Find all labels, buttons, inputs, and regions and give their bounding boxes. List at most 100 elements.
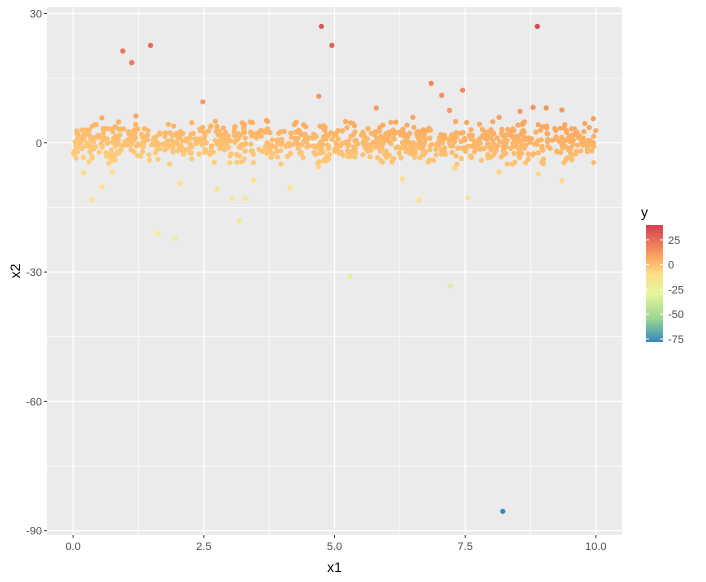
data-point xyxy=(581,129,587,135)
data-point xyxy=(187,141,194,147)
data-point xyxy=(452,134,458,140)
data-point xyxy=(503,150,509,156)
data-point xyxy=(435,140,441,146)
data-point xyxy=(150,138,156,144)
data-point xyxy=(477,140,483,146)
data-point xyxy=(292,129,298,135)
data-point xyxy=(219,136,225,142)
data-point xyxy=(532,141,538,147)
data-point xyxy=(278,161,284,167)
data-point xyxy=(78,140,84,146)
data-point xyxy=(379,138,385,144)
y-tick-label: -90 xyxy=(26,526,42,538)
data-point xyxy=(234,131,240,137)
data-point xyxy=(220,125,226,131)
data-point xyxy=(449,149,455,155)
data-point xyxy=(287,185,293,191)
data-point xyxy=(517,146,524,152)
data-point xyxy=(332,131,338,137)
data-point xyxy=(112,152,118,158)
data-point xyxy=(393,145,399,151)
data-point xyxy=(448,134,454,140)
data-point xyxy=(441,132,447,138)
data-point xyxy=(533,129,539,135)
data-point xyxy=(511,150,517,156)
data-point xyxy=(172,235,178,242)
data-point xyxy=(157,130,163,136)
data-point xyxy=(388,141,394,147)
data-point xyxy=(230,195,236,201)
data-point xyxy=(489,129,495,135)
data-point xyxy=(428,80,434,86)
data-point xyxy=(375,154,381,161)
data-points xyxy=(70,23,599,514)
data-point xyxy=(407,130,413,136)
data-point xyxy=(155,145,161,151)
data-point xyxy=(452,118,459,125)
data-point xyxy=(376,128,382,134)
data-point xyxy=(383,131,389,137)
data-point xyxy=(557,125,564,131)
data-point xyxy=(129,60,135,66)
data-point xyxy=(232,124,238,130)
data-point xyxy=(378,133,384,139)
data-point xyxy=(340,152,346,158)
data-point xyxy=(128,147,134,153)
data-point xyxy=(585,138,591,144)
data-point xyxy=(79,127,85,133)
data-point xyxy=(499,126,505,132)
data-point xyxy=(412,154,418,160)
data-point xyxy=(515,122,521,128)
data-point xyxy=(153,134,159,140)
data-point xyxy=(208,123,214,129)
data-point xyxy=(316,146,322,152)
data-point xyxy=(411,124,417,130)
data-point xyxy=(554,136,560,142)
data-point xyxy=(538,137,544,143)
data-point xyxy=(127,142,133,148)
data-point xyxy=(108,147,115,153)
data-point xyxy=(210,149,216,155)
x-tick-label: 7.5 xyxy=(458,541,473,553)
data-point xyxy=(433,152,439,158)
data-point xyxy=(83,131,89,137)
data-point xyxy=(88,197,94,203)
data-point xyxy=(92,122,98,128)
data-point xyxy=(161,142,167,148)
data-point xyxy=(89,145,95,151)
data-point xyxy=(512,159,518,165)
data-point xyxy=(535,122,541,128)
legend-tick-label: -25 xyxy=(668,284,684,296)
data-point xyxy=(407,150,413,156)
data-point xyxy=(352,154,358,160)
data-point xyxy=(264,140,270,146)
data-point xyxy=(351,123,358,129)
data-point xyxy=(132,136,138,142)
data-point xyxy=(427,147,433,153)
data-point xyxy=(365,126,371,132)
data-point xyxy=(417,137,423,143)
data-point xyxy=(187,150,193,156)
data-point xyxy=(508,128,514,134)
legend-tick-label: 0 xyxy=(668,260,674,272)
data-point xyxy=(458,155,464,161)
data-point xyxy=(268,143,274,149)
data-point xyxy=(416,145,422,151)
data-point xyxy=(258,128,264,134)
data-point xyxy=(568,145,574,151)
data-point xyxy=(241,156,247,162)
data-point xyxy=(99,184,105,190)
data-point xyxy=(570,137,577,143)
data-point xyxy=(353,137,359,143)
data-point xyxy=(326,144,332,150)
data-point xyxy=(284,142,290,148)
data-point xyxy=(333,140,339,146)
data-point xyxy=(120,48,126,54)
data-point xyxy=(149,142,155,148)
data-point xyxy=(326,152,332,158)
data-point xyxy=(400,126,406,132)
data-point xyxy=(101,134,107,140)
data-point xyxy=(323,158,329,164)
data-point xyxy=(455,145,461,151)
data-point xyxy=(438,151,444,157)
